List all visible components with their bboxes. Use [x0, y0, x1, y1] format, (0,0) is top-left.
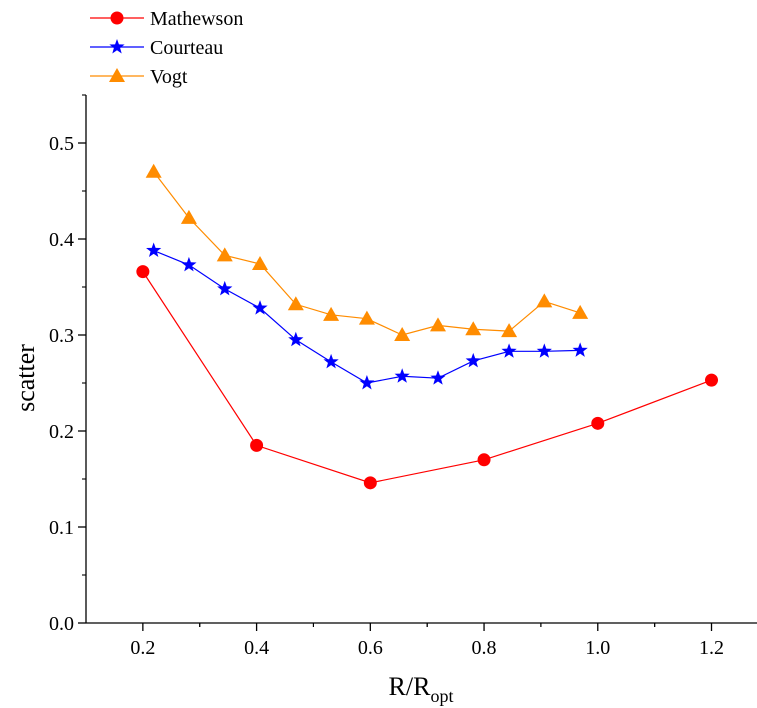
legend-item-vogt: Vogt	[90, 66, 188, 88]
legend: Mathewson Courteau Vogt	[90, 8, 243, 88]
data-point	[359, 375, 375, 390]
axes: 0.2 0.4 0.6 0.8 1.0 1.2 0.0 0.1 0.2 0.3 0.4 0.5	[49, 94, 757, 659]
y-tick-label: 0.4	[49, 229, 74, 251]
y-tick-label: 0.3	[49, 325, 74, 347]
data-point	[136, 265, 150, 279]
series-courteau	[146, 242, 588, 390]
data-point	[501, 343, 517, 358]
data-point	[591, 416, 605, 430]
data-point	[363, 476, 377, 490]
data-point	[288, 331, 304, 347]
legend-marker	[109, 68, 125, 82]
data-point	[394, 327, 411, 341]
data-point	[536, 293, 553, 308]
y-tick-label: 0.0	[49, 613, 74, 635]
legend-label: Vogt	[150, 66, 188, 88]
x-tick-label: 0.4	[244, 637, 269, 659]
legend-item-mathewson: Mathewson	[90, 8, 243, 30]
x-tick-label: 1.2	[699, 637, 724, 659]
data-point	[146, 242, 162, 257]
legend-label: Mathewson	[150, 8, 243, 30]
x-tick-label: 0.8	[472, 637, 497, 659]
x-axis-title-main: R/R	[389, 672, 432, 701]
legend-marker	[109, 39, 125, 54]
y-tick-label: 0.2	[49, 421, 74, 443]
data-point	[465, 352, 481, 368]
series-line	[153, 171, 581, 336]
x-tick-label: 0.2	[130, 637, 155, 659]
x-tick-label: 0.6	[358, 637, 383, 659]
data-point	[252, 300, 268, 315]
legend-item-courteau: Courteau	[90, 37, 223, 59]
data-point	[430, 370, 446, 385]
data-point	[394, 368, 410, 383]
data-point	[145, 163, 162, 178]
series-mathewson	[136, 265, 719, 490]
data-point	[358, 310, 375, 325]
legend-marker	[110, 11, 124, 25]
data-point	[323, 353, 339, 369]
series-layer	[136, 163, 719, 490]
legend-label: Courteau	[150, 37, 223, 59]
series-line	[142, 271, 712, 484]
y-axis-title: scatter	[11, 344, 40, 412]
series-vogt	[145, 163, 589, 341]
data-point	[501, 323, 518, 338]
x-axis-title: R/Ropt	[389, 672, 454, 706]
y-tick-label: 0.5	[49, 133, 74, 155]
y-tick-label: 0.1	[49, 517, 74, 539]
data-point	[216, 247, 233, 262]
data-point	[180, 209, 197, 224]
data-point	[572, 342, 588, 357]
data-point	[705, 373, 719, 387]
data-point	[287, 296, 304, 311]
data-point	[465, 321, 482, 336]
data-point	[217, 280, 233, 296]
data-point	[477, 453, 491, 467]
data-point	[429, 317, 446, 332]
data-point	[250, 438, 264, 452]
data-point	[252, 255, 269, 270]
x-tick-label: 1.0	[585, 637, 610, 659]
data-point	[323, 306, 340, 321]
data-point	[181, 256, 197, 272]
x-axis-title-subscript: opt	[430, 686, 453, 706]
data-point	[572, 304, 589, 319]
data-point	[536, 343, 552, 358]
